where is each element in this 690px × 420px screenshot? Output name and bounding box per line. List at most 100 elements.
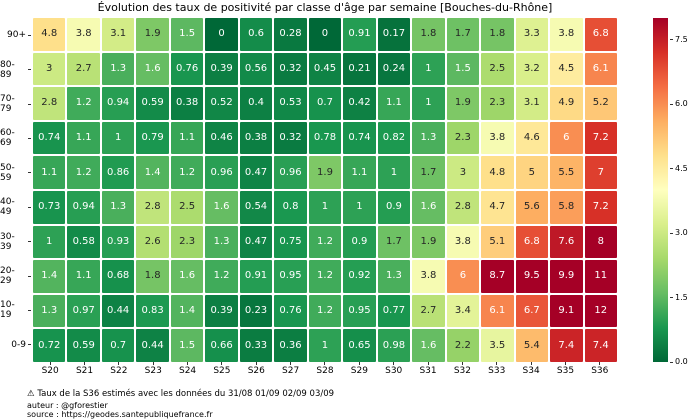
heatmap-cell: 12	[584, 294, 617, 328]
heatmap-cell: 0	[205, 18, 238, 51]
heatmap-cell: 0.44	[136, 329, 169, 362]
heatmap-cell: 8	[584, 225, 617, 259]
heatmap-cell: 4.6	[515, 121, 549, 155]
heatmap-cell: 0.82	[377, 121, 411, 155]
heatmap-cell: 1.3	[377, 260, 411, 293]
y-axis-label: 60-69	[0, 121, 31, 155]
heatmap-cell: 4.8	[481, 156, 514, 189]
colorbar-tick-mark	[670, 39, 673, 40]
heatmap-cell: 1.3	[101, 190, 135, 224]
heatmap-cell: 3	[33, 52, 66, 86]
heatmap-cell: 0	[308, 18, 342, 51]
x-axis: S20 S21 S22 S23 S24 S25 S26 S27 S28 S29 S30 S31 S32 S…	[33, 362, 617, 378]
heatmap-cell: 1.9	[412, 225, 445, 259]
heatmap-cell: 1.1	[67, 260, 100, 293]
colorbar-tick-mark	[670, 168, 673, 169]
colorbar-tick-label: 1.5	[670, 293, 688, 303]
x-axis-label: S21	[67, 362, 101, 378]
x-axis-label: S23	[136, 362, 170, 378]
x-tick-mark	[84, 362, 86, 365]
heatmap-cell: 0.98	[377, 329, 411, 362]
heatmap-cell: 2.3	[481, 87, 514, 120]
heatmap-cell: 2.3	[170, 225, 204, 259]
heatmap-cell: 1.7	[412, 156, 445, 189]
heatmap-cell: 1.2	[308, 260, 342, 293]
heatmap-cell: 1.4	[33, 260, 66, 293]
y-tick-mark	[28, 34, 31, 36]
x-axis-label: S29	[342, 362, 376, 378]
x-tick-mark	[221, 362, 223, 365]
colorbar-tick-mark	[670, 103, 673, 105]
x-tick-mark	[187, 362, 189, 365]
heatmap-cell: 3.8	[412, 260, 445, 293]
heatmap-cell: 0.36	[274, 329, 307, 362]
heatmap-cell: 0.97	[67, 294, 100, 328]
heatmap-cell: 7.4	[550, 329, 583, 362]
heatmap-cell: 0.91	[239, 260, 273, 293]
heatmap-cell: 6.1	[481, 294, 514, 328]
heatmap-cell: 0.6	[239, 18, 273, 51]
heatmap-cell: 3.8	[481, 121, 514, 155]
heatmap-cell: 1.1	[33, 156, 66, 189]
heatmap-cell: 3.8	[67, 18, 100, 51]
heatmap-cell: 0.28	[274, 18, 307, 51]
heatmap-cell: 1.5	[170, 18, 204, 51]
heatmap-cell: 1.3	[205, 225, 238, 259]
colorbar-tick-mark	[670, 232, 673, 234]
heatmap-cell: 0.7	[101, 329, 135, 362]
heatmap-cell: 0.23	[239, 294, 273, 328]
heatmap-cell: 1.6	[136, 52, 169, 86]
heatmap-cell: 1.4	[170, 294, 204, 328]
heatmap-cell: 1	[377, 156, 411, 189]
heatmap-cell: 0.75	[274, 225, 307, 259]
heatmap-cell: 0.9	[343, 225, 376, 259]
heatmap-cell: 0.7	[308, 87, 342, 120]
heatmap-cell: 7.4	[584, 329, 617, 362]
heatmap-cell: 0.72	[33, 329, 66, 362]
x-tick-mark	[564, 362, 566, 365]
heatmap-cell: 2.3	[446, 121, 480, 155]
y-tick-mark	[28, 275, 31, 277]
y-tick-mark	[28, 137, 31, 139]
heatmap-cell: 1	[33, 225, 66, 259]
heatmap-cell: 2.8	[136, 190, 169, 224]
y-axis-label: 20-29	[0, 259, 31, 293]
x-tick-mark	[152, 362, 154, 365]
y-axis-label: 50-59	[0, 156, 31, 190]
heatmap-cell: 0.21	[343, 52, 376, 86]
heatmap-cell: 0.94	[101, 87, 135, 120]
heatmap-cell: 6	[446, 260, 480, 293]
heatmap-cell: 3.5	[481, 329, 514, 362]
heatmap-cell: 5.4	[515, 329, 549, 362]
heatmap-cell: 6.8	[515, 225, 549, 259]
heatmap-cell: 0.17	[377, 18, 411, 51]
heatmap-cell: 0.8	[274, 190, 307, 224]
heatmap-cell: 1.2	[67, 87, 100, 120]
heatmap-cell: 2.2	[446, 329, 480, 362]
y-axis-label: 80-89	[0, 52, 31, 86]
x-axis-label: S28	[308, 362, 342, 378]
heatmap-cell: 1.3	[33, 294, 66, 328]
x-tick-mark	[118, 362, 120, 365]
heatmap-cell: 1	[343, 190, 376, 224]
x-tick-mark	[496, 362, 498, 365]
heatmap-cell: 5.1	[481, 225, 514, 259]
heatmap-cell: 1.3	[412, 121, 445, 155]
x-axis-label: S35	[548, 362, 582, 378]
x-tick-mark	[49, 362, 51, 365]
heatmap-cell: 1	[412, 52, 445, 86]
colorbar	[653, 18, 668, 362]
heatmap-cell: 2.5	[481, 52, 514, 86]
x-tick-mark	[290, 362, 292, 365]
x-axis-label: S34	[514, 362, 548, 378]
heatmap-cell: 4.7	[481, 190, 514, 224]
x-tick-mark	[393, 362, 395, 365]
heatmap-cell: 3.2	[515, 52, 549, 86]
heatmap-cell: 3.1	[101, 18, 135, 51]
heatmap-cell: 2.6	[136, 225, 169, 259]
heatmap-cell: 0.32	[274, 52, 307, 86]
heatmap-cell: 0.44	[101, 294, 135, 328]
heatmap-cell: 7.2	[584, 190, 617, 224]
heatmap-cell: 0.42	[343, 87, 376, 120]
y-tick-mark	[28, 309, 31, 311]
